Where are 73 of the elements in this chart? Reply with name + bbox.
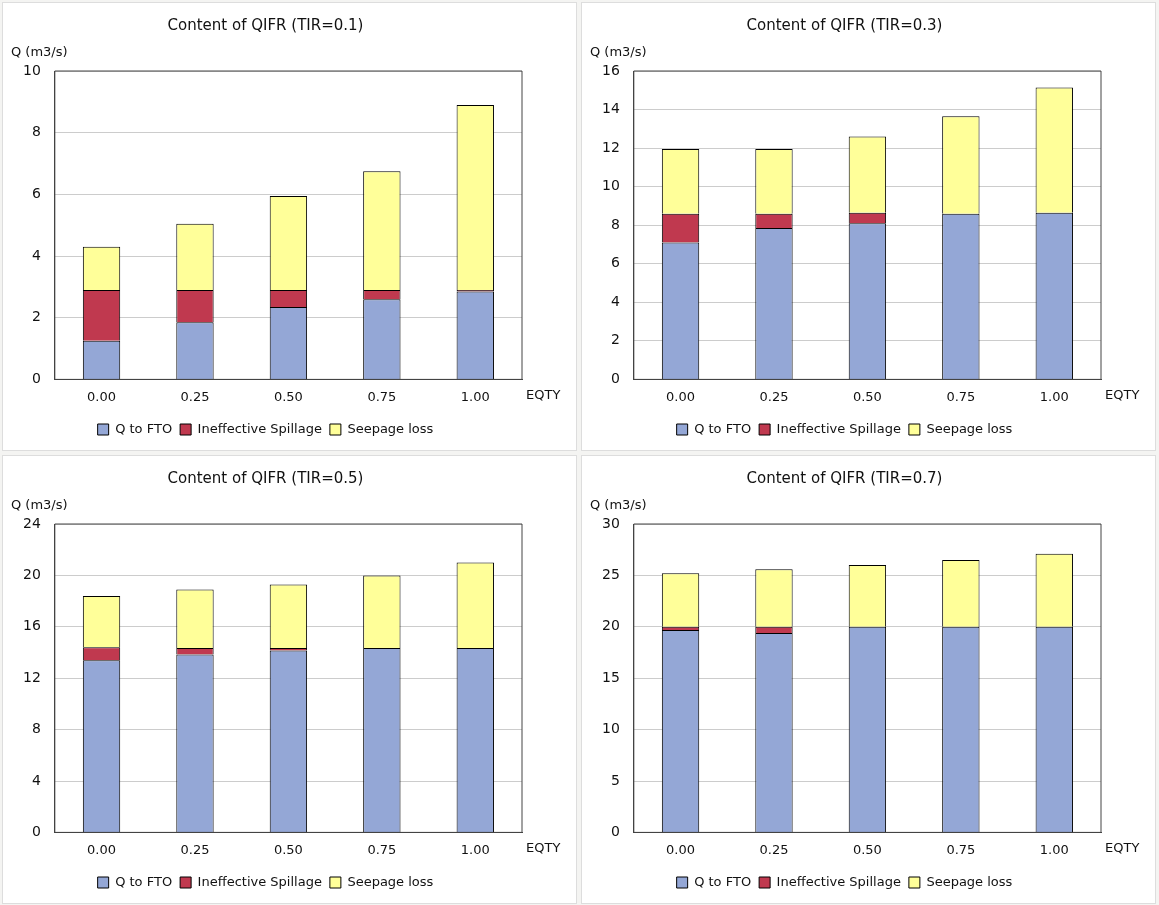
y-tick-label: 10 — [22, 61, 41, 78]
legend-label: Ineffective Spillage — [197, 420, 322, 436]
x-tick-label: 0.00 — [87, 841, 117, 857]
legend-label: Q to FTO — [694, 420, 752, 436]
y-tick-label: 16 — [601, 61, 620, 78]
legend-label: Ineffective Spillage — [776, 420, 901, 436]
y-tick-label: 2 — [610, 331, 620, 348]
x-tick-label: 1.00 — [460, 841, 490, 857]
y-axis-title: Q (m3/s) — [11, 43, 68, 59]
chart-title: Content of QIFR (TIR=0.1) — [167, 15, 364, 34]
x-tick-label: 0.25 — [759, 388, 789, 404]
y-tick-label: 14 — [601, 100, 620, 117]
y-tick-label: 8 — [610, 215, 620, 232]
y-axis-title: Q (m3/s) — [590, 43, 647, 59]
y-tick-label: 15 — [601, 668, 620, 685]
legend-label: Seepage loss — [347, 873, 434, 889]
x-axis-title: EQTY — [1105, 386, 1140, 402]
x-tick-label: 0.50 — [273, 388, 303, 404]
x-tick-label: 0.50 — [852, 388, 882, 404]
x-tick-label: 1.00 — [1039, 388, 1069, 404]
y-tick-label: 30 — [601, 514, 620, 531]
y-tick-label: 0 — [31, 823, 41, 840]
x-tick-label: 0.75 — [946, 841, 976, 857]
y-tick-label: 8 — [31, 720, 41, 737]
y-tick-label: 8 — [31, 123, 41, 140]
x-tick-label: 0.75 — [367, 841, 397, 857]
y-tick-label: 4 — [31, 246, 41, 263]
x-tick-label: 0.50 — [273, 841, 303, 857]
y-tick-label: 0 — [610, 823, 620, 840]
legend-label: Ineffective Spillage — [197, 873, 322, 889]
y-tick-label: 10 — [601, 720, 620, 737]
y-tick-label: 24 — [22, 514, 41, 531]
x-tick-label: 0.25 — [180, 388, 210, 404]
y-axis-title: Q (m3/s) — [590, 496, 647, 512]
y-tick-label: 0 — [31, 370, 41, 387]
x-tick-label: 0.00 — [87, 388, 117, 404]
x-tick-label: 0.00 — [666, 388, 696, 404]
chart-title: Content of QIFR (TIR=0.7) — [746, 468, 943, 487]
y-tick-label: 20 — [22, 566, 41, 583]
y-tick-label: 25 — [601, 566, 620, 583]
x-tick-label: 1.00 — [1039, 841, 1069, 857]
chart-title: Content of QIFR (TIR=0.5) — [167, 468, 364, 487]
legend-label: Q to FTO — [115, 873, 173, 889]
y-tick-label: 20 — [601, 617, 620, 634]
y-tick-label: 4 — [610, 292, 620, 309]
legend-label: Ineffective Spillage — [776, 873, 901, 889]
legend-label: Seepage loss — [926, 873, 1013, 889]
legend-label: Q to FTO — [115, 420, 173, 436]
y-tick-label: 12 — [22, 668, 41, 685]
x-tick-label: 0.25 — [180, 841, 210, 857]
y-tick-label: 4 — [31, 771, 41, 788]
y-tick-label: 12 — [601, 138, 620, 155]
legend-label: Q to FTO — [694, 873, 752, 889]
legend-label: Seepage loss — [347, 420, 434, 436]
y-tick-label: 16 — [22, 617, 41, 634]
chart-title: Content of QIFR (TIR=0.3) — [746, 15, 943, 34]
y-tick-label: 2 — [31, 308, 41, 325]
x-tick-label: 0.75 — [946, 388, 976, 404]
x-tick-label: 0.25 — [759, 841, 789, 857]
legend-label: Seepage loss — [926, 420, 1013, 436]
y-axis-title: Q (m3/s) — [11, 496, 68, 512]
x-tick-label: 0.50 — [852, 841, 882, 857]
y-tick-label: 10 — [601, 177, 620, 194]
x-axis-title: EQTY — [526, 386, 561, 402]
x-tick-label: 0.00 — [666, 841, 696, 857]
y-tick-label: 5 — [610, 771, 620, 788]
y-tick-label: 6 — [610, 254, 620, 271]
y-tick-label: 6 — [31, 185, 41, 201]
x-tick-label: 0.75 — [367, 388, 397, 404]
x-tick-label: 1.00 — [460, 388, 490, 404]
x-axis-title: EQTY — [526, 839, 561, 855]
x-axis-title: EQTY — [1105, 839, 1140, 855]
y-tick-label: 0 — [610, 370, 620, 387]
